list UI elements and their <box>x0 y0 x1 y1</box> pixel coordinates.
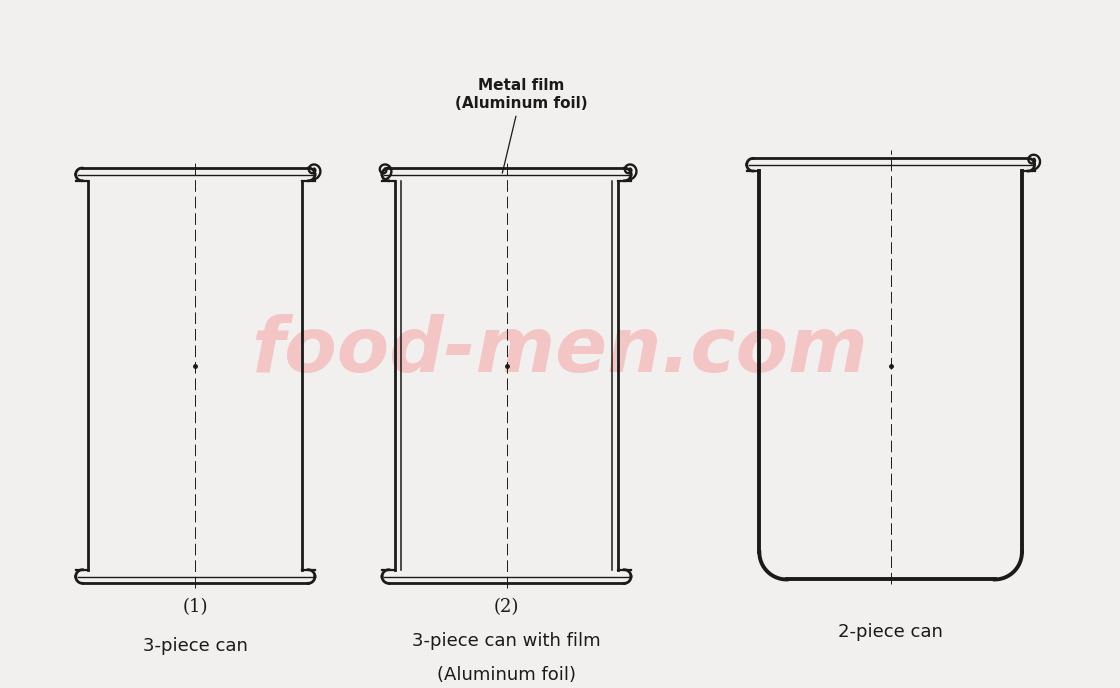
Text: food-men.com: food-men.com <box>252 314 868 388</box>
Text: 3-piece can: 3-piece can <box>143 637 248 655</box>
Text: (Aluminum foil): (Aluminum foil) <box>437 666 576 684</box>
Text: (2): (2) <box>494 598 520 616</box>
Text: 2-piece can: 2-piece can <box>838 623 943 641</box>
Text: Metal film
(Aluminum foil): Metal film (Aluminum foil) <box>455 78 587 173</box>
Text: 3-piece can with film: 3-piece can with film <box>412 632 600 650</box>
Text: (1): (1) <box>183 598 208 616</box>
